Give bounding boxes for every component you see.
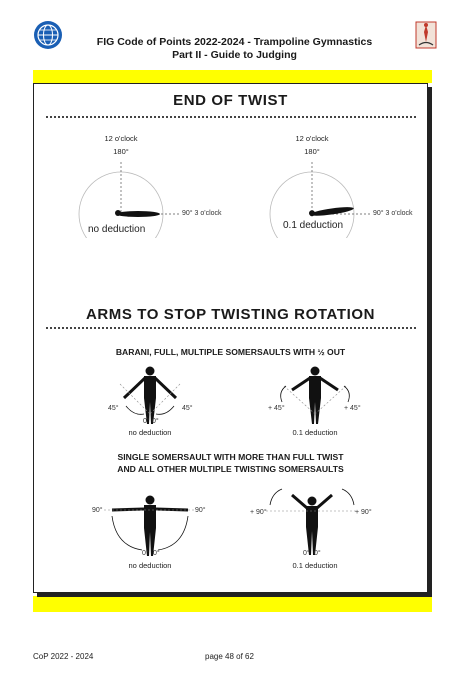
clock-top-angle: 180° bbox=[304, 147, 320, 156]
angle-label: 90° bbox=[195, 507, 206, 514]
deduction-label: 0.1 deduction bbox=[292, 561, 338, 570]
divider bbox=[46, 116, 416, 118]
deduction-label: 0.1 deduction bbox=[283, 220, 344, 231]
end-of-twist-title: END OF TWIST bbox=[173, 92, 288, 109]
angle-label: + 45° bbox=[268, 405, 285, 412]
twist-clock-diagram bbox=[269, 162, 370, 238]
gymnast-figure-arms-up bbox=[280, 366, 350, 424]
clock-top-label: 12 o'clock bbox=[295, 134, 329, 143]
gymnast-figure-arms-45 bbox=[119, 366, 181, 424]
deduction-label: 0.1 deduction bbox=[292, 428, 338, 437]
clock-top-label: 12 o'clock bbox=[104, 134, 138, 143]
foot-angle-label: 0° bbox=[152, 418, 159, 425]
group1-heading: BARANI, FULL, MULTIPLE SOMERSAULTS WITH … bbox=[115, 347, 346, 357]
angle-label: + 45° bbox=[344, 405, 361, 412]
clock-side-label: 90° 3 o'clock bbox=[373, 210, 413, 217]
deduction-label: no deduction bbox=[128, 561, 172, 570]
gymnast-figure-arms-90 bbox=[104, 495, 196, 556]
divider bbox=[46, 327, 416, 329]
angle-label: 45° bbox=[108, 405, 119, 412]
foot-angle-label: 0° bbox=[143, 418, 150, 425]
foot-angle-label: 0° bbox=[314, 550, 321, 557]
header-title-line2: Part II - Guide to Judging bbox=[172, 49, 297, 61]
arms-title: ARMS TO STOP TWISTING ROTATION bbox=[85, 306, 376, 323]
page-number: page 48 of 62 bbox=[205, 652, 254, 661]
foot-angle-label: 0° bbox=[153, 550, 160, 557]
angle-label: + 90° bbox=[250, 509, 267, 516]
deduction-label: no deduction bbox=[128, 428, 172, 437]
page-header: FIG Code of Points 2022-2024 - Trampolin… bbox=[0, 36, 469, 62]
twist-clock-diagram bbox=[78, 162, 180, 238]
angle-label: 45° bbox=[182, 405, 193, 412]
trampoline-logo bbox=[415, 21, 437, 49]
deduction-label: no deduction bbox=[88, 224, 146, 235]
foot-angle-label: 0° bbox=[142, 550, 149, 557]
highlight-bar-bottom bbox=[33, 596, 432, 612]
clock-side-label: 90° 3 o'clock bbox=[182, 210, 222, 217]
footer-left: CoP 2022 - 2024 bbox=[33, 652, 94, 661]
header-title-line1: FIG Code of Points 2022-2024 - Trampolin… bbox=[96, 36, 373, 48]
group2-heading-line1: SINGLE SOMERSAULT WITH MORE THAN FULL TW… bbox=[117, 452, 344, 462]
content-frame bbox=[33, 83, 428, 593]
group2-heading: SINGLE SOMERSAULT WITH MORE THAN FULL TW… bbox=[33, 451, 428, 475]
foot-angle-label: 0° bbox=[303, 550, 310, 557]
gymnast-figure-arms-above bbox=[266, 488, 358, 555]
angle-label: 90° bbox=[92, 507, 103, 514]
angle-label: + 90° bbox=[355, 509, 372, 516]
clock-top-angle: 180° bbox=[113, 147, 129, 156]
highlight-bar-top bbox=[33, 70, 432, 83]
fig-logo bbox=[34, 21, 62, 49]
group2-heading-line2: AND ALL OTHER MULTIPLE TWISTING SOMERSAU… bbox=[117, 464, 344, 474]
